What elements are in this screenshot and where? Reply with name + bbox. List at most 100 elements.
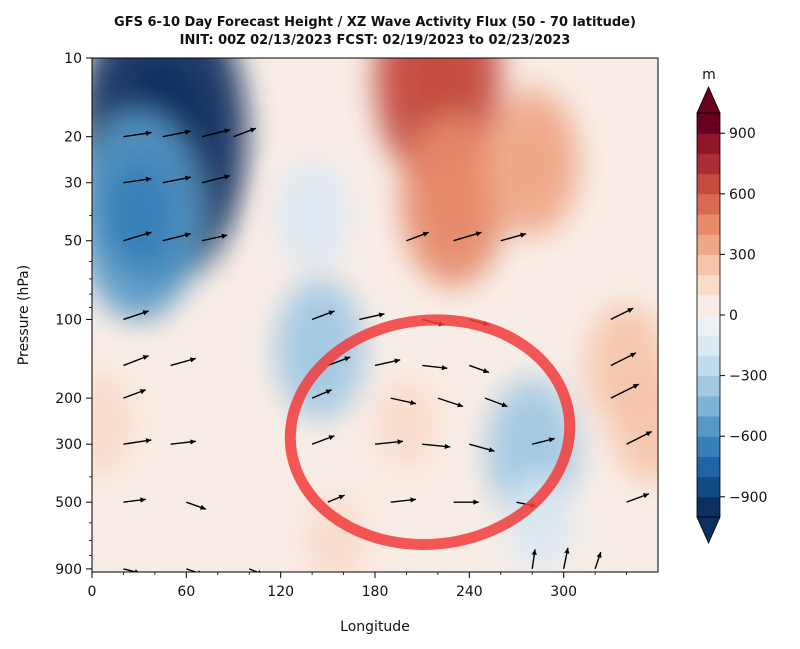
field-core [506,410,559,493]
colorbar-segment [697,214,720,235]
x-tick-label: 240 [456,584,483,600]
y-axis: 10 20 30 50 100 200 300 500 900 [55,51,92,578]
flux-arrow [123,310,149,321]
colorbar-segment [697,234,720,255]
field-blob [274,160,350,271]
flux-arrow [610,383,640,399]
flux-arrow [123,130,152,138]
flux-arrow [390,397,417,406]
y-tick-label: 200 [55,391,82,407]
x-tick-label: 60 [177,584,195,600]
flux-arrow [532,437,555,445]
colorbar-segment [697,254,720,276]
colorbar-segment [697,113,720,134]
flux-arrow [327,494,345,503]
colorbar-segment [697,375,720,397]
field-blob [505,474,575,572]
colorbar-tick-label: 900 [729,126,756,142]
colorbar-segment [697,315,720,336]
x-tick-label: 300 [550,584,577,600]
highlight-circle [284,314,576,551]
y-tick-label: 500 [55,495,82,511]
colorbar-tick-label: 0 [729,308,738,324]
flux-arrow [123,355,149,367]
flux-arrow [531,549,537,569]
y-tick-label: 30 [64,176,82,192]
height-field [92,58,658,572]
y-axis-label: Pressure (hPa) [16,265,32,365]
flux-arrow [469,443,495,453]
y-tick-label: 900 [55,562,82,578]
colorbar-tick-label: 600 [729,187,756,203]
colorbar-extend-min [696,516,721,544]
flux-arrow [123,568,139,572]
x-axis-label: Longitude [340,619,410,635]
colorbar-tick-label: −300 [729,369,767,385]
flux-arrow [562,547,570,570]
flux-arrow [123,231,152,242]
flux-arrow [162,175,191,184]
colorbar-segment [697,153,720,175]
flux-arrow [374,358,401,367]
y-tick-label: 10 [64,51,82,67]
colorbar-segment [697,173,720,195]
chart-subtitle: INIT: 00Z 02/13/2023 FCST: 02/19/2023 to… [180,33,571,48]
field-blob [92,370,137,476]
colorbar-segment [697,335,720,356]
colorbar-segment [697,436,720,457]
colorbar-tick-label: 300 [729,247,756,263]
x-tick-label: 120 [267,584,294,600]
flux-arrow [162,129,191,138]
flux-arrow [390,497,416,503]
colorbar: 900 600 300 0 −300 −600 −900 [696,86,767,544]
flux-arrow [453,499,479,505]
flux-arrow [610,352,637,367]
flux-arrow [170,357,196,367]
flux-arrow [327,356,351,367]
flux-arrow [422,443,451,450]
flux-arrow [311,435,335,445]
field-core [104,157,174,274]
flux-arrow [626,430,653,445]
colorbar-segment [697,274,720,296]
field-blob [373,378,439,469]
colorbar-segment [697,496,720,518]
flux-arrow [406,231,430,242]
field-blob [610,364,658,483]
colorbar-segment [697,395,720,417]
y-tick-label: 100 [55,312,82,328]
flux-arrow [162,232,191,242]
colorbar-segment [697,355,720,377]
flux-arrow [201,128,231,138]
colorbar-tick-label: −600 [729,429,767,445]
colorbar-segment [697,294,720,316]
colorbar-segment [697,476,720,498]
field-core [424,152,483,248]
flux-arrow [422,364,448,371]
x-tick-label: 0 [88,584,97,600]
flux-arrow [233,127,257,138]
flux-arrow [594,551,602,570]
x-axis: 0 60 120 180 240 300 [88,572,627,600]
flux-arrow [374,439,404,445]
colorbar-segment [697,193,720,215]
flux-arrow [201,174,231,184]
flux-arrow [610,307,634,321]
flux-arrow [626,493,650,503]
colorbar-segment [697,133,720,154]
y-tick-label: 300 [55,437,82,453]
y-tick-label: 50 [64,234,82,250]
field-core [506,121,559,203]
flux-arrow [186,501,207,510]
colorbar-segment [697,456,720,478]
flux-arrow [311,310,335,321]
flux-arrow [359,312,385,321]
flux-arrow [437,397,464,408]
flux-arrow [311,389,332,399]
flux-arrow [484,397,508,408]
flux-arrow [123,389,147,399]
chart-title: GFS 6-10 Day Forecast Height / XZ Wave A… [114,15,636,30]
flux-arrow [123,176,152,184]
colorbar-tick-label: −900 [729,490,767,506]
